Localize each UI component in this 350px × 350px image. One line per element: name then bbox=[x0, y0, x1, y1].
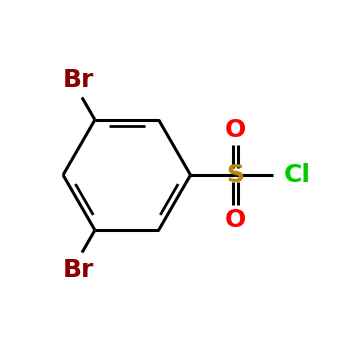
Text: Br: Br bbox=[63, 258, 94, 282]
Text: Br: Br bbox=[63, 68, 94, 92]
Text: O: O bbox=[225, 208, 246, 232]
Text: Cl: Cl bbox=[284, 163, 311, 187]
Text: O: O bbox=[225, 118, 246, 142]
Text: S: S bbox=[226, 163, 244, 187]
